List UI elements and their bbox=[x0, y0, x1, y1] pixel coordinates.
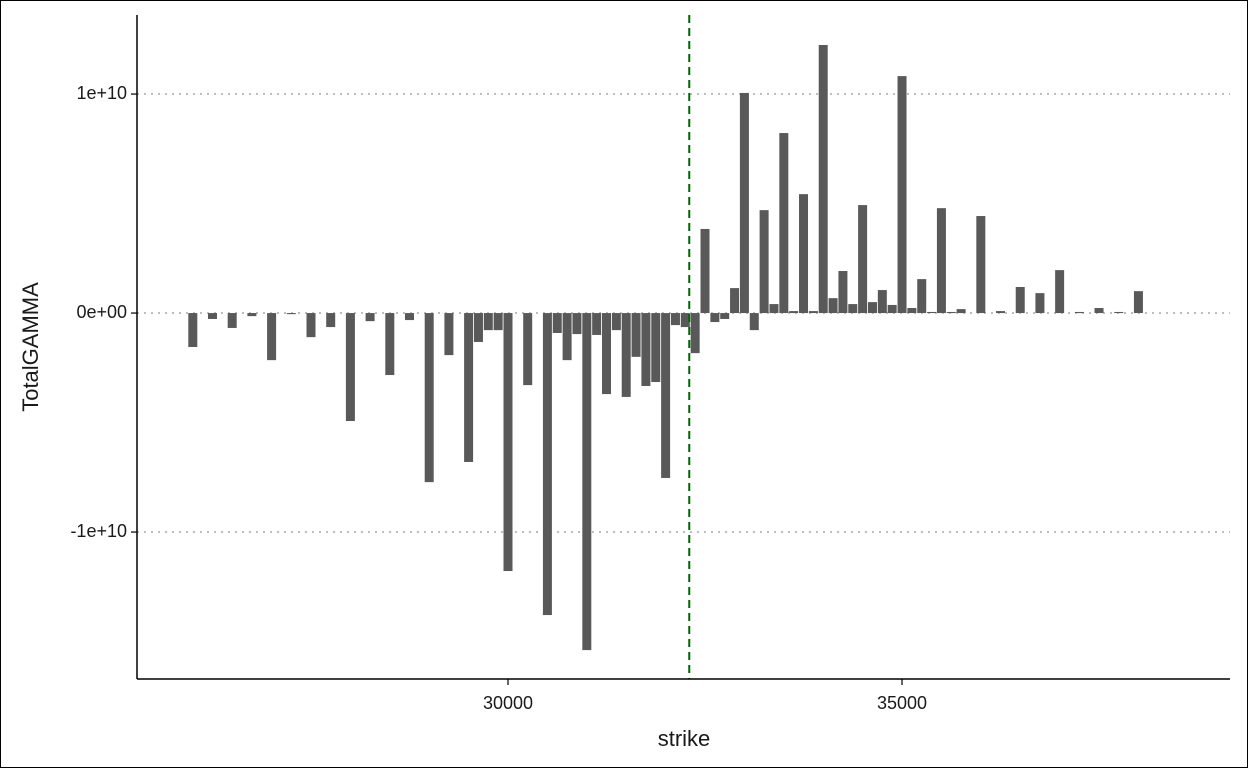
bar bbox=[444, 313, 454, 356]
bar bbox=[464, 313, 474, 462]
bar bbox=[631, 313, 641, 357]
bar bbox=[700, 228, 710, 314]
bar bbox=[690, 313, 700, 354]
bar bbox=[1055, 270, 1065, 314]
bar bbox=[267, 313, 277, 361]
bar bbox=[808, 311, 818, 314]
x-axis-title: strike bbox=[658, 726, 711, 751]
bar bbox=[405, 313, 415, 321]
bar bbox=[818, 45, 828, 314]
bar bbox=[867, 302, 877, 314]
bar bbox=[848, 304, 858, 314]
bar bbox=[523, 313, 533, 386]
bar bbox=[345, 313, 355, 422]
bar bbox=[769, 304, 779, 314]
bar bbox=[651, 313, 661, 383]
bar bbox=[473, 313, 483, 342]
bar bbox=[365, 313, 375, 322]
bar bbox=[670, 313, 680, 326]
bar bbox=[641, 313, 651, 386]
bar bbox=[680, 313, 690, 328]
bar bbox=[661, 313, 671, 478]
bar bbox=[1114, 311, 1124, 314]
bar bbox=[611, 313, 621, 331]
bar bbox=[306, 313, 316, 338]
bar bbox=[503, 313, 513, 572]
x-tick-label: 35000 bbox=[877, 693, 927, 713]
bar bbox=[326, 313, 336, 328]
bar bbox=[946, 311, 956, 314]
bar bbox=[789, 311, 799, 314]
bar bbox=[582, 313, 592, 651]
bar bbox=[542, 313, 552, 616]
bar bbox=[936, 208, 946, 314]
bar bbox=[710, 313, 720, 323]
bar bbox=[385, 313, 395, 376]
bar bbox=[207, 313, 217, 319]
y-tick-label: 1e+10 bbox=[76, 83, 127, 103]
bar bbox=[917, 279, 927, 314]
bar bbox=[828, 298, 838, 314]
bar bbox=[887, 304, 897, 314]
y-tick-label: 0e+00 bbox=[76, 302, 127, 322]
bar bbox=[799, 194, 809, 314]
bar bbox=[976, 216, 986, 314]
bar bbox=[247, 313, 257, 317]
bar bbox=[956, 309, 966, 314]
bar bbox=[1074, 311, 1084, 314]
bar bbox=[838, 271, 848, 314]
bar bbox=[907, 308, 917, 314]
bar bbox=[1094, 308, 1104, 314]
x-tick-label: 30000 bbox=[483, 693, 533, 713]
bar bbox=[602, 313, 612, 395]
bar bbox=[1035, 293, 1045, 314]
bar bbox=[493, 313, 503, 331]
bar bbox=[759, 210, 769, 314]
bar bbox=[1133, 291, 1143, 314]
bar bbox=[286, 313, 296, 315]
bar bbox=[562, 313, 572, 361]
bar bbox=[1015, 286, 1025, 314]
bar bbox=[877, 290, 887, 314]
bar bbox=[592, 313, 602, 335]
y-tick-label: -1e+10 bbox=[70, 521, 127, 541]
bar bbox=[188, 313, 198, 347]
bar bbox=[858, 205, 868, 314]
bar bbox=[730, 288, 740, 314]
bar bbox=[927, 311, 937, 314]
bar bbox=[572, 313, 582, 335]
bar bbox=[621, 313, 631, 397]
y-axis-title: TotalGAMMA bbox=[18, 282, 43, 412]
bar bbox=[779, 133, 789, 314]
bar bbox=[424, 313, 434, 483]
bar bbox=[227, 313, 237, 328]
bar bbox=[720, 313, 730, 319]
bar bbox=[483, 313, 493, 331]
bar bbox=[897, 76, 907, 314]
bar bbox=[739, 92, 749, 314]
bar bbox=[552, 313, 562, 333]
bar bbox=[749, 313, 759, 331]
bar bbox=[996, 311, 1006, 314]
